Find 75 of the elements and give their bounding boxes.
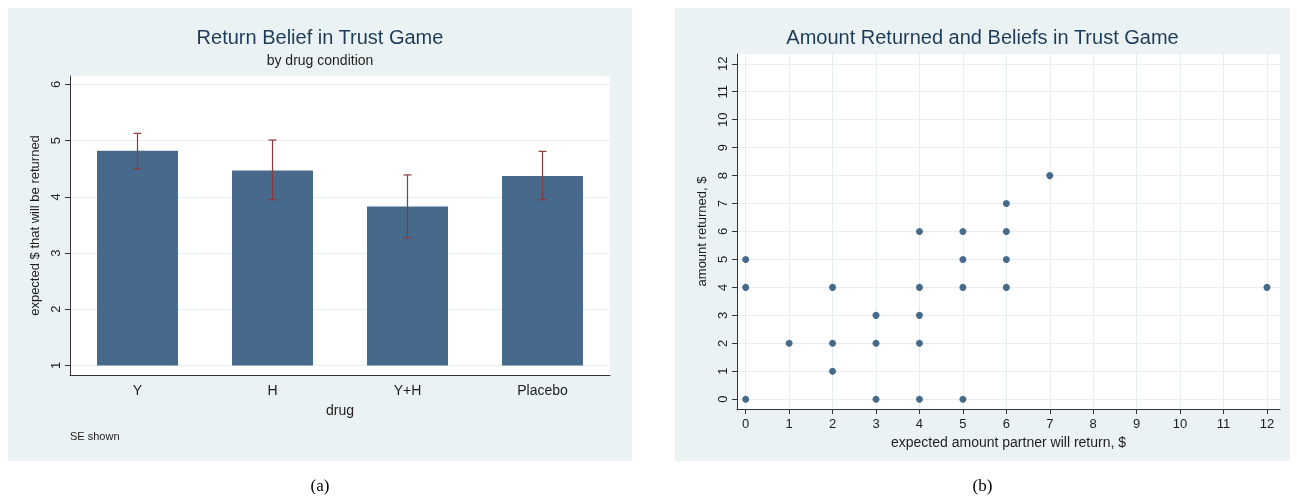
y-tick-label: 3 <box>48 249 63 257</box>
x-tick-label: 4 <box>915 416 924 431</box>
point <box>959 283 967 291</box>
y-tick-label: 12 <box>715 56 730 72</box>
x-tick-label: Y <box>132 382 143 398</box>
text: (b) <box>971 476 994 496</box>
point <box>1046 172 1054 180</box>
point <box>742 283 750 291</box>
x-tick-label: 3 <box>872 416 880 431</box>
y-tick-label: 11 <box>715 84 730 99</box>
y-tick-label: 8 <box>715 171 730 180</box>
x-tick-label: Placebo <box>517 382 569 398</box>
y-tick-label: 9 <box>715 144 730 152</box>
y-tick-label: 3 <box>715 311 730 319</box>
y-tick-label: 7 <box>715 199 730 208</box>
x-tick-label: 8 <box>1089 416 1097 431</box>
x-tick-label: 7 <box>1046 416 1054 431</box>
x-tick-label: 6 <box>1002 416 1010 431</box>
point <box>829 367 837 375</box>
y-tick-label: 1 <box>715 367 730 375</box>
point <box>959 395 967 403</box>
x-axis-title: expected amount partner will return, $ <box>890 433 1127 450</box>
x-axis-title: drug <box>325 402 355 418</box>
bar <box>367 206 448 366</box>
x-tick-label: 1 <box>785 416 793 431</box>
y-tick-label: 4 <box>48 193 63 201</box>
y-tick-label: 2 <box>48 305 63 313</box>
bar <box>97 150 178 366</box>
y-tick-label: 0 <box>715 395 730 403</box>
y-axis-title: amount returned, $ <box>694 175 710 287</box>
y-tick-label: 5 <box>48 137 63 145</box>
point <box>1263 283 1271 291</box>
chart-title: Return Belief in Trust Game <box>196 26 444 48</box>
point <box>742 255 750 263</box>
point <box>785 339 793 347</box>
point <box>1002 228 1010 235</box>
y-axis-title: expected $ that will be returned <box>27 135 43 316</box>
x-tick-label: 12 <box>1259 416 1275 431</box>
x-tick-label: 11 <box>1216 416 1231 431</box>
x-tick-label: 5 <box>959 416 967 431</box>
point <box>915 395 923 403</box>
y-tick-label: 5 <box>715 255 730 264</box>
point <box>959 255 967 263</box>
point <box>1002 200 1010 208</box>
point <box>915 311 923 319</box>
chart-subtitle: by drug condition <box>266 52 374 68</box>
point <box>915 339 923 347</box>
point <box>915 283 923 291</box>
x-tick-label: 9 <box>1133 416 1141 431</box>
point <box>742 395 750 403</box>
y-tick-label: 1 <box>48 361 63 370</box>
text: SE shown <box>70 429 120 442</box>
point <box>1002 283 1010 291</box>
x-tick-label: 10 <box>1172 416 1188 431</box>
x-tick-label: Y+H <box>393 382 422 398</box>
point <box>915 228 923 235</box>
chart-title: Amount Returned and Beliefs in Trust Game <box>786 26 1179 48</box>
bar <box>232 170 313 366</box>
bar <box>502 176 583 366</box>
x-tick-label: H <box>267 382 278 398</box>
point <box>872 311 880 319</box>
point <box>829 283 837 291</box>
point <box>1002 255 1010 263</box>
y-tick-label: 10 <box>715 112 730 127</box>
y-tick-label: 6 <box>48 80 63 89</box>
y-tick-label: 4 <box>715 283 730 292</box>
text: (a) <box>309 476 331 496</box>
y-tick-label: 6 <box>715 227 730 236</box>
y-tick-label: 2 <box>715 339 730 347</box>
point <box>829 339 837 347</box>
x-tick-label: 0 <box>742 416 750 431</box>
point <box>872 339 880 347</box>
point <box>959 228 967 235</box>
x-tick-label: 2 <box>828 416 837 431</box>
point <box>872 395 880 403</box>
